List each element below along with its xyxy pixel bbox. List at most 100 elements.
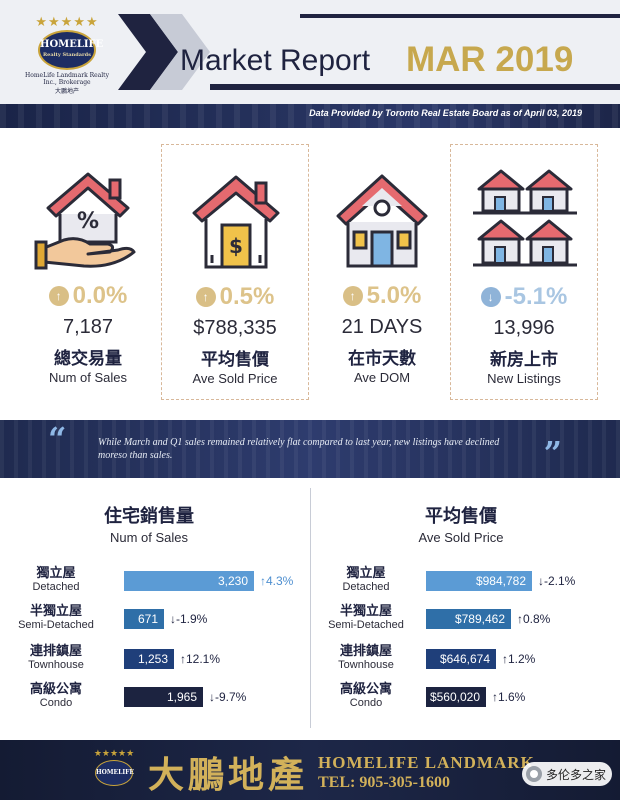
key-stats: % ↑ 0.0% 7,187 總交易量 Num of Sales $ ↑ 0.5% … — [0, 128, 620, 420]
category-en: Condo — [39, 697, 73, 709]
stat-change: ↑ 0.5% — [162, 283, 308, 311]
stat-label-zh: 平均售價 — [201, 350, 269, 370]
stat-value: 21 DAYS — [341, 316, 423, 338]
sales-breakdown: 住宅銷售量 Num of Sales 平均售價 Ave Sold Price 獨… — [0, 478, 620, 740]
ave-price-title-zh: 平均售價 — [425, 506, 497, 527]
stat-change: ↑ 0.0% — [14, 282, 162, 310]
arrow-up-icon: ↑ — [342, 286, 363, 306]
report-header: ★★★★★ HOMELIFE Realty Standards HomeLife… — [0, 0, 620, 128]
num-sales-title-zh: 住宅銷售量 — [104, 506, 194, 527]
bar-change-label: 1.6% — [492, 687, 525, 707]
watermark-badge: 多伦多之家 — [521, 762, 612, 786]
stat-value: 7,187 — [62, 316, 114, 338]
category-zh: 高級公寓 — [339, 682, 392, 697]
footer-logo-brand: HOMELIFE — [95, 760, 134, 786]
arrow-up-icon: ↑ — [48, 286, 69, 306]
bar-category-label: 半獨立屋 Semi-Detached — [316, 604, 416, 632]
logo-company-zh: 大鵬地产 — [54, 88, 79, 95]
bar-mark: $789,462 — [426, 609, 511, 629]
bar-change-label: -9.7% — [209, 687, 246, 707]
stat-value: $788,335 — [193, 317, 277, 339]
category-zh: 獨立屋 — [346, 566, 386, 581]
category-en: Semi-Detached — [328, 619, 404, 631]
ave-price-title-en: Ave Sold Price — [418, 530, 504, 545]
bar-change-label: 1.2% — [502, 649, 535, 669]
bar-mark: $984,782 — [426, 571, 532, 591]
stat-value: 13,996 — [493, 317, 555, 339]
category-en: Semi-Detached — [18, 619, 94, 631]
arrow-down-icon: ↓ — [480, 287, 501, 307]
bar-category-label: 高級公寓 Condo — [316, 682, 416, 710]
stat-change: ↑ 5.0% — [308, 282, 456, 310]
stat-ave-dom: ↑ 5.0% 21 DAYS 在市天數 Ave DOM — [308, 144, 456, 400]
bar-category-label: 連排鎮屋 Townhouse — [6, 644, 106, 672]
homelife-logo: ★★★★★ HOMELIFE Realty Standards HomeLife… — [22, 16, 112, 104]
category-en: Townhouse — [338, 659, 394, 671]
category-zh: 連排鎮屋 — [29, 644, 82, 659]
stat-label-en: Ave Sold Price — [192, 371, 278, 386]
data-source: Data Provided by Toronto Real Estate Boa… — [309, 108, 582, 118]
bar-mark: 671 — [124, 609, 164, 629]
house-percent-hand-icon: % — [34, 172, 136, 270]
logo-sub: Realty Standards — [43, 52, 91, 58]
bar-category-label: 獨立屋 Detached — [6, 566, 106, 594]
stat-num-sales: % ↑ 0.0% 7,187 總交易量 Num of Sales — [14, 144, 162, 400]
stat-new-listings: ↓ -5.1% 13,996 新房上市 New Listings — [450, 144, 598, 400]
bar-change-label: -2.1% — [538, 571, 575, 591]
quote-text: While March and Q1 sales remained relati… — [98, 437, 500, 461]
column-divider — [310, 488, 311, 728]
open-quote-icon: “ — [48, 420, 67, 458]
stat-label-zh: 在市天數 — [348, 349, 416, 369]
close-quote-icon: ” — [543, 434, 562, 472]
category-zh: 半獨立屋 — [339, 604, 392, 619]
footer-brand-en: HOMELIFE LANDMARK — [318, 753, 535, 772]
bar-mark: 1,965 — [124, 687, 203, 707]
num-sales-title-en: Num of Sales — [109, 530, 189, 545]
wechat-icon — [525, 766, 542, 782]
stat-label-en: New Listings — [487, 371, 561, 386]
stat-label-en: Ave DOM — [353, 370, 411, 385]
logo-company: HomeLife Landmark Realty Inc., Brokerage — [25, 72, 109, 86]
house-door-icon — [336, 174, 428, 268]
bar-category-label: 獨立屋 Detached — [316, 566, 416, 594]
stat-label-zh: 總交易量 — [54, 349, 122, 369]
bar-mark: $646,674 — [426, 649, 496, 669]
bar-change-label: 0.8% — [517, 609, 550, 629]
bar-mark: 1,253 — [124, 649, 174, 669]
footer-brand-zh: 大鵬地產 — [148, 754, 309, 796]
footer-stars-icon: ★★★★★ — [93, 749, 135, 759]
category-zh: 獨立屋 — [36, 566, 76, 581]
logo-stars-icon: ★★★★★ — [35, 15, 99, 30]
stat-change: ↓ -5.1% — [451, 283, 597, 311]
footer-phone: TEL: 905-305-1600 — [318, 774, 450, 791]
bar-change-label: -1.9% — [170, 609, 207, 629]
footer-logo: ★★★★★ HOMELIFE — [92, 750, 136, 790]
category-zh: 高級公寓 — [29, 682, 82, 697]
bar-change-label: 12.1% — [180, 649, 220, 669]
page-title: Market Report — [180, 44, 371, 77]
category-en: Detached — [32, 581, 80, 593]
ave-price-heading: 平均售價 Ave Sold Price — [316, 502, 606, 545]
svg-text:$: $ — [229, 234, 243, 258]
stat-ave-sold-price: $ ↑ 0.5% $788,335 平均售價 Ave Sold Price — [161, 144, 309, 400]
bar-category-label: 高級公寓 Condo — [6, 682, 106, 710]
header-panel — [0, 0, 620, 104]
watermark-text: 多伦多之家 — [545, 767, 606, 782]
category-en: Townhouse — [28, 659, 84, 671]
houses-grid-icon — [473, 169, 577, 267]
bar-category-label: 連排鎮屋 Townhouse — [316, 644, 416, 672]
bar-category-label: 半獨立屋 Semi-Detached — [6, 604, 106, 632]
report-date: MAR 2019 — [406, 40, 574, 79]
num-sales-heading: 住宅銷售量 Num of Sales — [4, 502, 294, 545]
svg-text:%: % — [77, 209, 99, 234]
house-dollar-icon: $ — [192, 175, 280, 269]
category-zh: 半獨立屋 — [29, 604, 82, 619]
bar-mark: $560,020 — [426, 687, 486, 707]
